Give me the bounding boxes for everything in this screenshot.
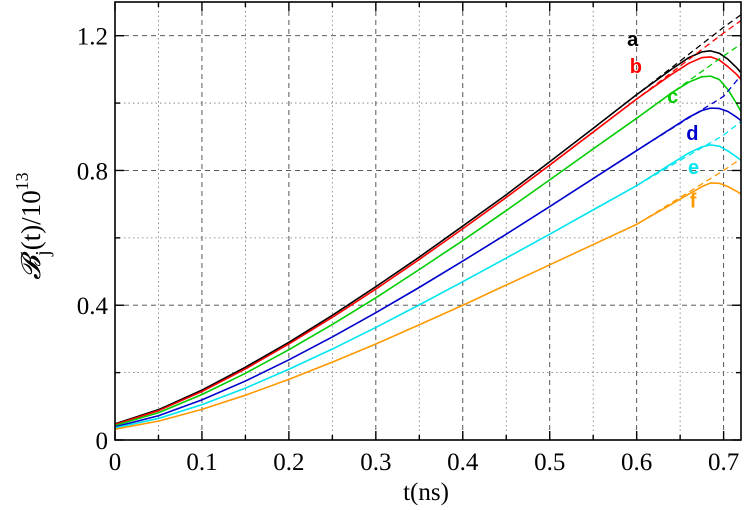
x-axis-title: t(ns): [403, 479, 449, 506]
x-tick-label: 0.4: [447, 449, 479, 476]
series-lines: [114, 14, 742, 431]
x-tick-label: 0.5: [534, 449, 565, 476]
series-a-dashed-line: [592, 14, 742, 129]
x-tick-label: 0.3: [360, 449, 391, 476]
y-axis-title: 𝓑j(t)/1013: [12, 172, 54, 279]
series-d-dashed-line: [592, 75, 742, 180]
series-label-f: f: [690, 191, 697, 213]
x-tick-label: 0.2: [273, 449, 304, 476]
y-tick-label: 1.2: [77, 24, 108, 51]
series-b-dashed-line: [592, 20, 742, 133]
y-axis-text: (t)/10: [16, 190, 46, 250]
series-label-e: e: [688, 157, 699, 179]
series-e-dashed-line: [592, 121, 742, 211]
series-f-dashed-line: [592, 158, 742, 246]
plot-area-border: [114, 1, 742, 441]
y-tick-label: 0.4: [77, 293, 109, 320]
series-e-line: [114, 144, 742, 429]
plot-frame: [114, 1, 742, 441]
x-tick-label: 0.1: [186, 449, 217, 476]
series-c-dashed-line: [592, 43, 742, 150]
series-d-line: [114, 107, 742, 428]
x-tick-label: 0: [109, 449, 122, 476]
y-axis-superscript: 13: [12, 172, 32, 190]
series-a-line: [114, 50, 742, 425]
series-label-c: c: [667, 86, 678, 108]
y-axis-subscript: j: [32, 250, 54, 257]
series-f-line: [114, 182, 742, 431]
y-tick-label: 0: [96, 428, 109, 455]
tick-labels: 0 0.1 0.2 0.3 0.4 0.5 0.6 0.7 0 0.4 0.8 1.2: [77, 24, 739, 476]
series-b-line: [114, 56, 742, 426]
series-label-b: b: [630, 56, 642, 78]
x-tick-label: 0.6: [621, 449, 652, 476]
x-tick-label: 0.7: [708, 449, 739, 476]
series-c-line: [114, 75, 742, 427]
y-tick-label: 0.8: [77, 158, 108, 185]
series-label-d: d: [686, 123, 698, 145]
grid-lines: [115, 2, 741, 440]
series-label-a: a: [627, 29, 639, 51]
